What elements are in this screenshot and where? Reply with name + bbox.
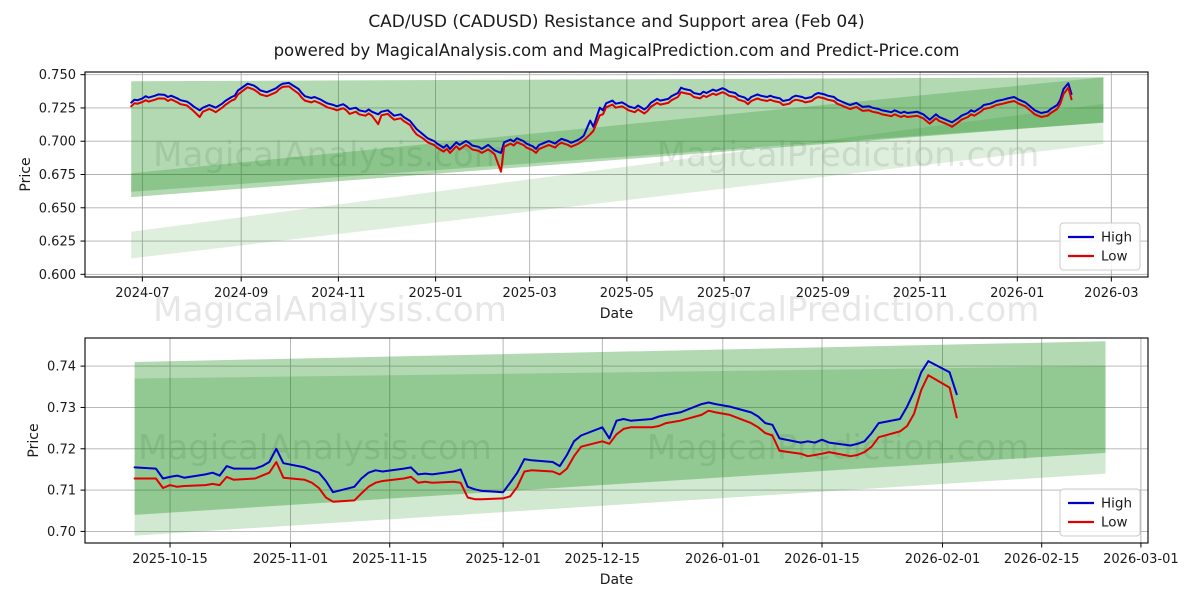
support-wedge-light <box>131 103 1104 259</box>
series-high-line <box>130 81 1073 154</box>
series-low-line <box>130 85 1073 173</box>
chart-detail: 2025-10-15 2025-11-01 2025-11-15 2025-12-01… <box>26 337 1179 588</box>
x-tick-label: 2025-09 <box>796 286 850 301</box>
support-resistance-bands <box>131 77 1104 259</box>
x-tick-label: 2025-11 <box>893 286 947 301</box>
plot-border <box>84 337 1149 544</box>
x-tick-label: 2025-12-01 <box>465 552 541 567</box>
legend-label-low: Low <box>1101 515 1128 531</box>
x-tick-label: 2025-07 <box>697 286 751 301</box>
y-tick-label: 0.73 <box>47 401 76 416</box>
x-tick-label: 2025-12-15 <box>565 552 641 567</box>
x-tick-label: 2025-10-15 <box>132 552 208 567</box>
support-resistance-bands <box>134 341 1106 536</box>
x-tick-label: 2026-02-01 <box>905 552 981 567</box>
x-tick-label: 2025-05 <box>600 286 654 301</box>
chart-overview: 2024-07 2024-09 2024-11 2025-01 2025-03 2025-… <box>18 68 1149 322</box>
y-tick-label: 0.700 <box>39 135 76 150</box>
y-tick-label: 0.750 <box>39 68 76 83</box>
legend-box <box>1059 488 1141 537</box>
y-tick-label: 0.72 <box>47 442 76 457</box>
x-tick-label: 2024-09 <box>214 286 268 301</box>
legend-label-low: Low <box>1101 249 1128 265</box>
legend: High Low <box>1059 488 1141 537</box>
chart-title: CAD/USD (CADUSD) Resistance and Support … <box>368 12 865 32</box>
y-tick-label: 0.625 <box>39 235 76 250</box>
legend-box <box>1059 222 1141 271</box>
legend-label-high: High <box>1101 230 1132 246</box>
legend-label-high: High <box>1101 496 1132 512</box>
x-axis-label: Date <box>600 572 633 588</box>
y-axis-label: Price <box>26 423 42 457</box>
chart-subtitle: powered by MagicalAnalysis.com and Magic… <box>273 41 960 60</box>
axis-ticks: 2024-07 2024-09 2024-11 2025-01 2025-03 2025-… <box>39 68 1139 301</box>
x-tick-label: 2026-01-01 <box>685 552 761 567</box>
y-tick-label: 0.725 <box>39 101 76 116</box>
x-tick-label: 2025-11-15 <box>352 552 428 567</box>
y-tick-label: 0.650 <box>39 201 76 216</box>
gridlines <box>85 338 1148 543</box>
legend: High Low <box>1059 222 1141 271</box>
y-tick-label: 0.70 <box>47 525 76 540</box>
x-tick-label: 2025-01 <box>408 286 462 301</box>
y-tick-label: 0.71 <box>47 484 76 499</box>
x-tick-label: 2025-11-01 <box>253 552 329 567</box>
y-tick-label: 0.74 <box>47 360 76 375</box>
x-tick-label: 2026-01-15 <box>784 552 860 567</box>
x-tick-label: 2026-02-15 <box>1004 552 1080 567</box>
x-tick-label: 2026-01 <box>990 286 1044 301</box>
x-tick-label: 2025-03 <box>502 286 556 301</box>
x-tick-label: 2024-11 <box>311 286 365 301</box>
support-resistance-main <box>131 77 1104 198</box>
x-tick-label: 2026-03 <box>1084 286 1138 301</box>
x-axis-label: Date <box>600 306 633 322</box>
y-tick-label: 0.675 <box>39 168 76 183</box>
y-tick-label: 0.600 <box>39 268 76 283</box>
x-tick-label: 2024-07 <box>115 286 169 301</box>
series-low-line <box>133 374 958 503</box>
x-tick-label: 2026-03-01 <box>1103 552 1179 567</box>
axis-ticks: 2025-10-15 2025-11-01 2025-11-15 2025-12-01… <box>47 360 1179 567</box>
series-high-line <box>133 360 958 494</box>
y-axis-label: Price <box>18 157 34 191</box>
support-wedge-light <box>134 366 1106 536</box>
